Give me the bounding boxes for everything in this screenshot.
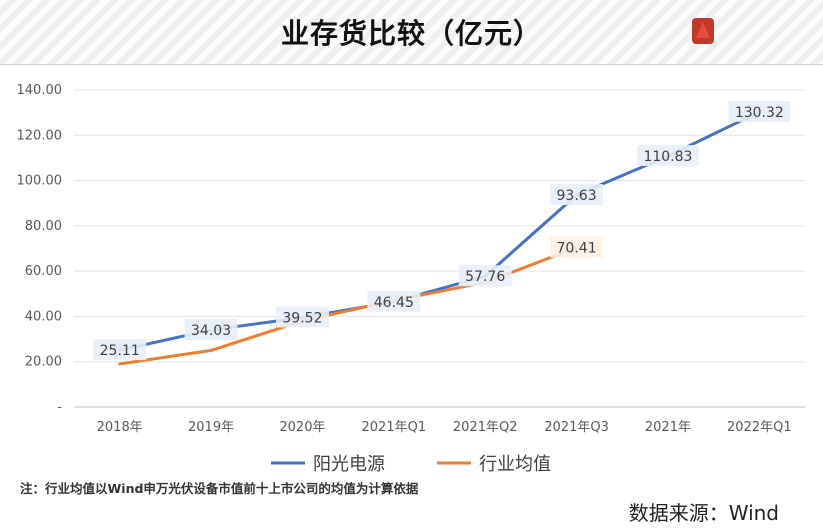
x-tick-label: 2021年Q1 <box>362 420 427 435</box>
y-tick-label: 100.00 <box>17 174 63 189</box>
y-tick-label: 40.00 <box>25 309 62 324</box>
data-label-bg <box>550 183 604 205</box>
y-tick-label: - <box>57 400 62 415</box>
data-label-bg <box>458 265 512 287</box>
data-label: 70.41 <box>557 241 597 257</box>
data-label-bg <box>728 100 791 122</box>
data-label: 110.83 <box>643 149 692 165</box>
data-label: 39.52 <box>282 311 322 327</box>
data-label-bg <box>93 339 147 361</box>
data-label-bg <box>184 318 238 340</box>
x-tick-label: 2021年Q2 <box>453 420 518 435</box>
data-label-bg <box>367 290 421 312</box>
data-label: 93.63 <box>557 188 597 204</box>
legend-label: 行业均值 <box>479 454 551 475</box>
series-line-1 <box>118 246 579 366</box>
chart-title: 业存货比较（亿元） <box>280 17 542 50</box>
y-tick-label: 20.00 <box>25 355 62 370</box>
x-tick-label: 2022年Q1 <box>727 420 792 435</box>
legend-label: 阳光电源 <box>313 454 385 475</box>
data-label: 46.45 <box>374 295 414 311</box>
x-tick-label: 2021年 <box>645 420 691 435</box>
header-divider <box>0 64 823 65</box>
data-label: 57.76 <box>465 269 505 285</box>
brand-logo-icon <box>692 18 714 44</box>
x-tick-label: 2019年 <box>188 420 234 435</box>
y-tick-label: 60.00 <box>25 264 62 279</box>
y-tick-label: 80.00 <box>25 219 62 234</box>
x-tick-label: 2020年 <box>279 420 325 435</box>
y-tick-label: 140.00 <box>17 83 63 98</box>
data-label: 25.11 <box>100 343 140 359</box>
y-tick-label: 120.00 <box>17 128 63 143</box>
data-label: 130.32 <box>735 105 784 121</box>
footnote: 注：行业均值以Wind申万光伏设备市值前十上市公司的均值为计算依据 <box>20 481 419 496</box>
data-label-bg <box>550 236 604 258</box>
data-label-bg <box>637 145 699 167</box>
title-banner: 业存货比较（亿元） <box>0 0 823 64</box>
data-label: 34.03 <box>191 323 231 339</box>
x-tick-label: 2021年Q3 <box>544 420 609 435</box>
data-label-bg <box>275 306 329 328</box>
x-tick-label: 2018年 <box>97 420 143 435</box>
inventory-line-chart: - 20.00 40.00 60.00 80.00 100.00 120.00 140.00 2… <box>17 83 805 475</box>
data-source: 数据来源：Wind <box>628 501 779 525</box>
